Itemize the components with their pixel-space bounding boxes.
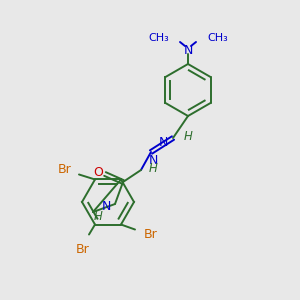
Text: H: H	[148, 161, 158, 175]
Text: Br: Br	[58, 163, 72, 176]
Text: CH₃: CH₃	[207, 33, 228, 43]
Text: N: N	[158, 136, 168, 149]
Text: H: H	[94, 211, 102, 224]
Text: N: N	[101, 200, 111, 214]
Text: O: O	[93, 167, 103, 179]
Text: Br: Br	[76, 243, 90, 256]
Text: CH₃: CH₃	[148, 33, 169, 43]
Text: Br: Br	[144, 228, 158, 241]
Text: N: N	[183, 44, 193, 56]
Text: H: H	[184, 130, 192, 142]
Text: N: N	[148, 154, 158, 166]
